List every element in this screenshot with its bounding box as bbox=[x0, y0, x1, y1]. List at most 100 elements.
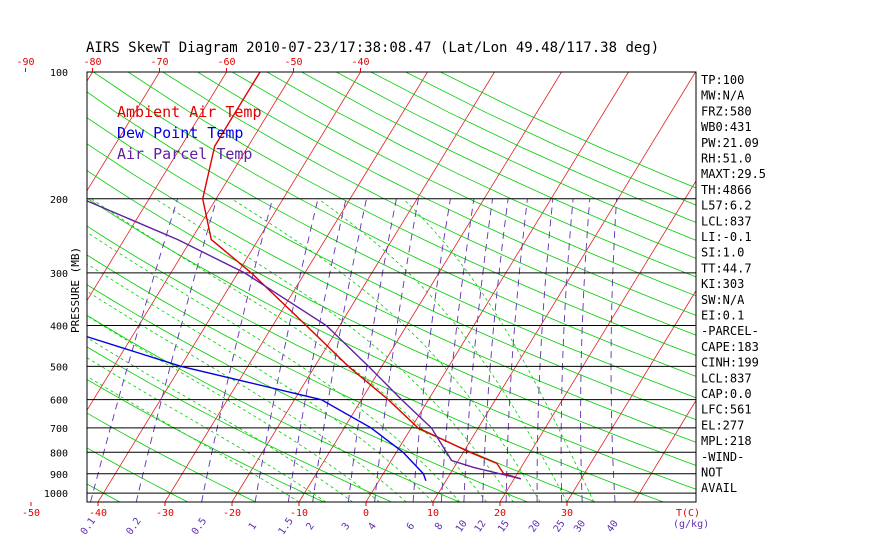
pressure-tick-label: 900 bbox=[50, 470, 68, 481]
stat-item: TP:100 bbox=[701, 73, 744, 87]
isotherm-line bbox=[87, 72, 227, 302]
bottom-temp-tick-label: -40 bbox=[89, 508, 107, 519]
dry-adiabat-line bbox=[127, 72, 696, 356]
stat-item: LCL:837 bbox=[701, 371, 752, 385]
dry-adiabat-line bbox=[87, 143, 696, 443]
dry-adiabat-line bbox=[301, 72, 696, 259]
dry-adiabat-line bbox=[87, 91, 696, 399]
isotherm-line bbox=[499, 180, 696, 502]
isotherm-line bbox=[97, 72, 361, 502]
stat-item: NOT bbox=[701, 466, 723, 480]
mixing-ratio-line bbox=[135, 198, 218, 502]
mixing-ratio-line bbox=[312, 198, 367, 502]
mixing-ratio-label: 20 bbox=[527, 518, 543, 534]
mixing-ratio-label: 0.2 bbox=[124, 516, 143, 537]
pressure-tick-label: 600 bbox=[50, 396, 68, 407]
isotherm-line bbox=[432, 72, 696, 502]
stat-item: TT:44.7 bbox=[701, 261, 752, 275]
bottom-temp-tick-label: -30 bbox=[156, 508, 174, 519]
mixing-ratio-line bbox=[412, 198, 451, 502]
pressure-tick-label: 200 bbox=[50, 195, 68, 206]
stat-item: SW:N/A bbox=[701, 293, 745, 307]
dry-adiabat-line bbox=[266, 72, 696, 278]
moist-adiabat-line bbox=[87, 263, 434, 502]
mixing-ratio-label: 2 bbox=[304, 521, 316, 532]
moist-adiabat-line bbox=[87, 337, 353, 502]
isotherm-line bbox=[87, 72, 160, 192]
bottom-temp-tick-label: -50 bbox=[22, 508, 40, 519]
bottom-temp-tick-label: -10 bbox=[290, 508, 308, 519]
ambient-air-temp-line bbox=[201, 72, 522, 480]
stat-item: -WIND- bbox=[701, 450, 744, 464]
mixing-ratio-line bbox=[482, 198, 509, 502]
mixing-ratio-label: 6 bbox=[405, 521, 417, 532]
stat-item: -PARCEL- bbox=[701, 324, 759, 338]
chart-title: AIRS SkewT Diagram 2010-07-23/17:38:08.4… bbox=[86, 40, 659, 56]
moist-adiabat-line bbox=[87, 231, 461, 502]
mixing-ratio-line bbox=[90, 198, 179, 502]
dry-adiabat-line bbox=[87, 284, 528, 502]
pressure-tick-label: 100 bbox=[50, 68, 68, 79]
dry-adiabat-line bbox=[87, 314, 460, 502]
moist-adiabat-line bbox=[87, 315, 380, 502]
bottom-temp-tick-label: 0 bbox=[363, 508, 369, 519]
mixing-ratio-label: 3 bbox=[340, 521, 352, 532]
mixing-ratio-line bbox=[560, 198, 574, 502]
mixing-ratio-label: 30 bbox=[572, 518, 588, 534]
top-temp-tick-label: -50 bbox=[284, 57, 302, 68]
stat-item: MPL:218 bbox=[701, 434, 752, 448]
bottom-temp-tick-label: -20 bbox=[223, 508, 241, 519]
isotherm-line bbox=[87, 72, 294, 412]
moist-adiabat-line bbox=[87, 375, 300, 502]
mixing-ratio-label: 1.5 bbox=[277, 516, 296, 537]
pressure-tick-label: 800 bbox=[50, 448, 68, 459]
stat-item: LI:-0.1 bbox=[701, 230, 752, 244]
stat-item: SI:1.0 bbox=[701, 246, 744, 260]
stat-item: KI:303 bbox=[701, 277, 744, 291]
bottom-temp-tick-label: 10 bbox=[427, 508, 439, 519]
pressure-tick-label: 400 bbox=[50, 322, 68, 333]
mixing-ratio-line bbox=[610, 198, 618, 502]
mixing-ratio-label: 1 bbox=[247, 521, 259, 532]
x-axis-unit-label: T(C) bbox=[676, 508, 700, 519]
stat-item: L57:6.2 bbox=[701, 199, 752, 213]
mixing-ratio-label: 0.5 bbox=[190, 516, 209, 537]
mixing-ratio-line bbox=[440, 198, 475, 502]
top-temp-tick-label: -70 bbox=[150, 57, 168, 68]
stat-item: CINH:199 bbox=[701, 356, 759, 370]
mixing-ratio-label: 12 bbox=[473, 518, 489, 534]
moist-adiabat-line bbox=[402, 198, 595, 502]
dry-adiabat-line bbox=[231, 72, 696, 297]
mixing-ratio-line bbox=[463, 198, 493, 502]
isotherm-line bbox=[365, 72, 629, 502]
mixing-ratio-line bbox=[580, 198, 591, 502]
dry-adiabat-line bbox=[87, 346, 392, 502]
stat-item: FRZ:580 bbox=[701, 104, 752, 118]
pressure-tick-label: 700 bbox=[50, 424, 68, 435]
top-temp-tick-label: -90 bbox=[16, 57, 34, 68]
dry-adiabat-line bbox=[87, 447, 189, 502]
isotherm-line bbox=[566, 289, 696, 502]
isotherm-line bbox=[231, 72, 495, 502]
top-temp-tick-label: -60 bbox=[217, 57, 235, 68]
stat-item: AVAIL bbox=[701, 481, 737, 495]
mixing-ratio-line bbox=[287, 198, 347, 502]
pressure-tick-label: 300 bbox=[50, 269, 68, 280]
stat-item: TH:4866 bbox=[701, 183, 752, 197]
dry-adiabat-line bbox=[162, 72, 696, 336]
dry-adiabat-line bbox=[87, 170, 696, 466]
stat-item: PW:21.09 bbox=[701, 136, 759, 150]
moist-adiabat-line bbox=[155, 198, 514, 502]
stat-item: MAXT:29.5 bbox=[701, 167, 766, 181]
legend-dew-point-temp: Dew Point Temp bbox=[117, 124, 243, 142]
moist-adiabat-line bbox=[91, 198, 487, 502]
stat-item: EI:0.1 bbox=[701, 309, 744, 323]
top-temp-tick-label: -80 bbox=[83, 57, 101, 68]
y-axis-label: PRESSURE (MB) bbox=[69, 247, 82, 333]
mixing-ratio-line bbox=[347, 198, 397, 502]
isotherm-line bbox=[768, 72, 870, 502]
stat-item: LCL:837 bbox=[701, 214, 752, 228]
moist-adiabat-line bbox=[87, 357, 327, 502]
stat-item: WB0:431 bbox=[701, 120, 752, 134]
